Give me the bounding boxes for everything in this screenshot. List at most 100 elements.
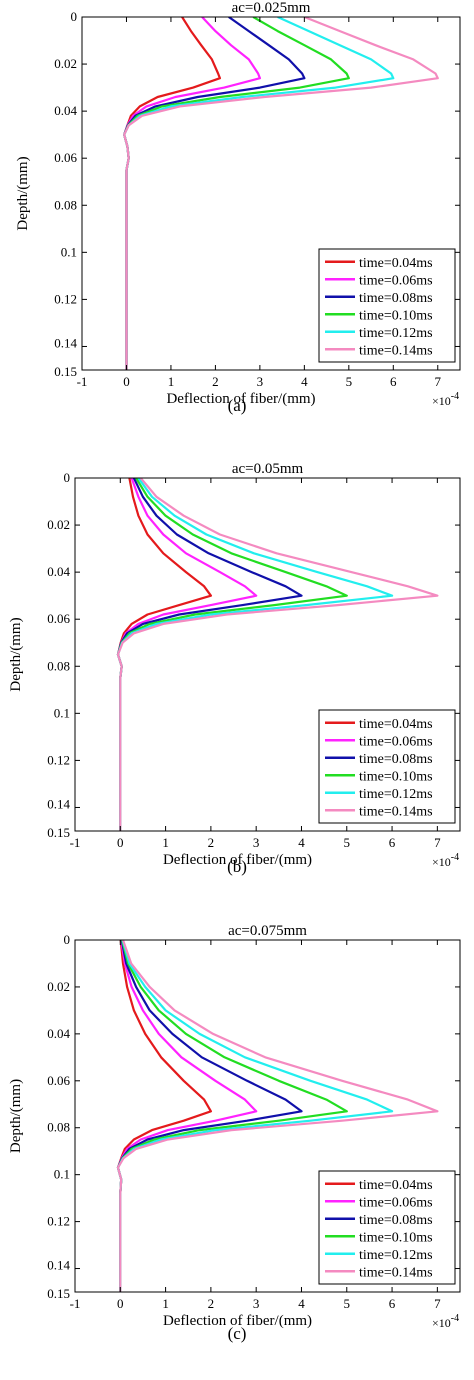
series-line-2 — [123, 17, 261, 370]
series-lines — [123, 17, 439, 370]
series-line-1 — [116, 478, 212, 831]
x-tick-label: 3 — [253, 835, 260, 850]
legend-entry: time=0.12ms — [359, 787, 433, 802]
x-axis-multiplier-exponent: -4 — [451, 1313, 459, 1324]
legend-entry: time=0.10ms — [359, 769, 433, 784]
y-tick-label: 0.1 — [61, 244, 77, 259]
x-tick-label: -1 — [70, 835, 81, 850]
y-tick-label: 0.15 — [47, 1286, 70, 1301]
x-tick-label: 4 — [298, 1296, 305, 1311]
legend: time=0.04ms time=0.06ms time=0.08ms time=0.… — [318, 248, 456, 363]
y-tick-label: 0.08 — [54, 197, 77, 212]
y-tick-label: 0.12 — [47, 752, 70, 767]
x-tick-label: 0 — [123, 374, 130, 389]
x-tick-label: 4 — [298, 835, 305, 850]
x-tick-label: 6 — [389, 1296, 396, 1311]
y-tick-label: 0.04 — [54, 103, 77, 118]
x-tick-label: 2 — [208, 835, 215, 850]
chart-panel-1: ac=0.025mm -1 0 1 2 3 4 5 6 7 0 0.02 0.04 0.06 0.08 0.1… — [15, 0, 461, 415]
x-tick-label: -1 — [70, 1296, 81, 1311]
x-tick-label: 0 — [117, 1296, 124, 1311]
legend-entry: time=0.12ms — [359, 326, 433, 341]
y-tick-label: 0.1 — [54, 1167, 70, 1182]
series-line-4 — [116, 478, 348, 831]
y-tick-label: 0 — [64, 932, 71, 947]
y-tick-label: 0.1 — [54, 705, 70, 720]
y-axis-label: Depth/(mm) — [8, 1079, 24, 1153]
y-tick-label: 0.06 — [47, 611, 70, 626]
y-tick-label: 0 — [71, 9, 78, 24]
legend-entry: time=0.06ms — [359, 1195, 433, 1210]
x-axis-multiplier-base: ×10 — [432, 855, 451, 869]
legend-entry: time=0.04ms — [359, 1178, 433, 1193]
y-tick-label: 0.12 — [54, 291, 77, 306]
y-tick-label: 0.06 — [47, 1073, 70, 1088]
axes-box — [74, 939, 461, 1293]
legend-entry: time=0.06ms — [359, 273, 433, 288]
y-axis-label: Depth/(mm) — [15, 156, 31, 230]
x-tick-label: 5 — [346, 374, 353, 389]
legend-entry: time=0.10ms — [359, 308, 433, 323]
x-axis-label: Deflection of fiber/(mm) — [163, 852, 312, 868]
y-tick-label: 0.06 — [54, 150, 77, 165]
legend-entry: time=0.06ms — [359, 734, 433, 749]
legend-entry: time=0.08ms — [359, 1213, 433, 1228]
x-tick-label: 3 — [253, 1296, 260, 1311]
legend-entry: time=0.04ms — [359, 256, 433, 271]
legend-entry: time=0.08ms — [359, 291, 433, 306]
series-line-1 — [123, 17, 221, 370]
x-tick-label: -1 — [77, 374, 88, 389]
x-axis-multiplier-base: ×10 — [432, 394, 451, 408]
y-tick-label: 0.15 — [54, 364, 77, 379]
series-line-6 — [123, 17, 439, 370]
legend-entry: time=0.14ms — [359, 343, 433, 358]
y-tick-label: 0.14 — [47, 1258, 70, 1273]
x-tick-label: 1 — [168, 374, 175, 389]
x-axis-label: Deflection of fiber/(mm) — [163, 1313, 312, 1329]
chart-title: ac=0.025mm — [232, 0, 311, 16]
x-tick-label: 6 — [389, 835, 396, 850]
y-tick-label: 0.08 — [47, 658, 70, 673]
x-tick-label: 4 — [301, 374, 308, 389]
y-tick-label: 0.02 — [47, 979, 70, 994]
x-axis-multiplier-exponent: -4 — [451, 391, 459, 402]
chart-panel-2: ac=0.05mm -1 0 1 2 3 4 5 6 7 0 0.02 0.04 0.06 0.08 0.1 0… — [8, 461, 461, 876]
series-line-4 — [123, 17, 350, 370]
x-tick-label: 2 — [212, 374, 219, 389]
legend-box — [318, 709, 456, 824]
y-tick-label: 0.14 — [54, 335, 77, 350]
x-tick-label: 2 — [208, 1296, 215, 1311]
y-tick-label: 0.04 — [47, 564, 70, 579]
y-tick-label: 0.04 — [47, 1026, 70, 1041]
chart-panel-3: ac=0.075mm -1 0 1 2 3 4 5 6 7 0 0.02 0.04 0.06 0.08 0.1… — [8, 923, 461, 1343]
y-tick-label: 0.15 — [47, 825, 70, 840]
x-axis-multiplier: ×10-4 — [432, 391, 459, 408]
x-axis-multiplier-exponent: -4 — [451, 852, 459, 863]
x-tick-label: 7 — [434, 1296, 441, 1311]
legend-entry: time=0.14ms — [359, 1265, 433, 1280]
x-tick-label: 1 — [162, 1296, 169, 1311]
series-lines — [116, 478, 439, 831]
y-tick-label: 0.08 — [47, 1120, 70, 1135]
x-tick-label: 6 — [390, 374, 397, 389]
x-tick-label: 7 — [435, 374, 442, 389]
legend-entry: time=0.12ms — [359, 1248, 433, 1263]
legend-entry: time=0.14ms — [359, 804, 433, 819]
x-tick-label: 1 — [162, 835, 169, 850]
x-tick-label: 3 — [257, 374, 264, 389]
x-axis-multiplier-base: ×10 — [432, 1316, 451, 1330]
y-tick-label: 0.02 — [47, 517, 70, 532]
legend-box — [318, 1170, 456, 1285]
x-tick-label: 5 — [344, 835, 351, 850]
y-tick-label: 0.14 — [47, 796, 70, 811]
legend-entry: time=0.04ms — [359, 717, 433, 732]
series-line-6 — [116, 478, 439, 831]
y-tick-label: 0.02 — [54, 56, 77, 71]
y-tick-label: 0.12 — [47, 1214, 70, 1229]
legend-entry: time=0.10ms — [359, 1230, 433, 1245]
x-tick-label: 0 — [117, 835, 124, 850]
x-tick-label: 7 — [434, 835, 441, 850]
legend: time=0.04ms time=0.06ms time=0.08ms time=0.… — [318, 1170, 456, 1285]
chart-title: ac=0.05mm — [232, 461, 304, 477]
